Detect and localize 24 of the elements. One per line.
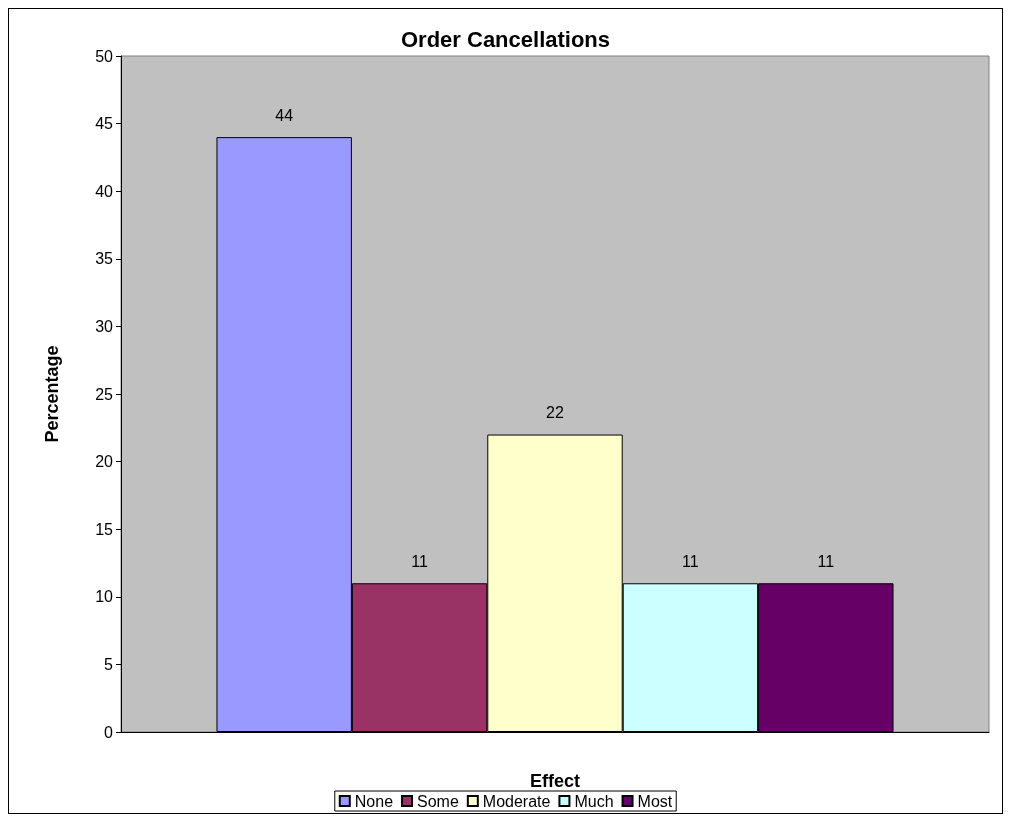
legend-label: Most — [637, 792, 673, 810]
y-tick-label: 20 — [95, 453, 114, 471]
data-label: 44 — [275, 106, 294, 124]
y-tick-label: 15 — [95, 520, 114, 538]
y-tick-label: 50 — [95, 47, 114, 65]
y-tick-label: 30 — [95, 317, 114, 335]
chart-title: Order Cancellations — [400, 26, 611, 52]
legend-label: Moderate — [482, 792, 551, 810]
y-tick-label: 35 — [95, 250, 114, 268]
y-axis-title: Percentage — [42, 345, 62, 443]
y-tick-label: 0 — [104, 723, 114, 741]
data-label: 22 — [546, 404, 564, 422]
legend-label: Much — [574, 792, 614, 810]
legend-label: None — [354, 792, 394, 810]
y-tick-label: 5 — [104, 655, 114, 673]
y-tick-label: 25 — [95, 385, 114, 403]
data-label: 11 — [411, 552, 428, 570]
data-label: 11 — [817, 552, 835, 570]
legend-label: Some — [417, 792, 459, 810]
x-axis-title: Effect — [529, 771, 581, 791]
y-tick-label: 45 — [95, 115, 114, 133]
y-tick-label: 40 — [95, 182, 114, 200]
data-label: 11 — [682, 552, 699, 570]
y-tick-label: 10 — [95, 588, 114, 606]
